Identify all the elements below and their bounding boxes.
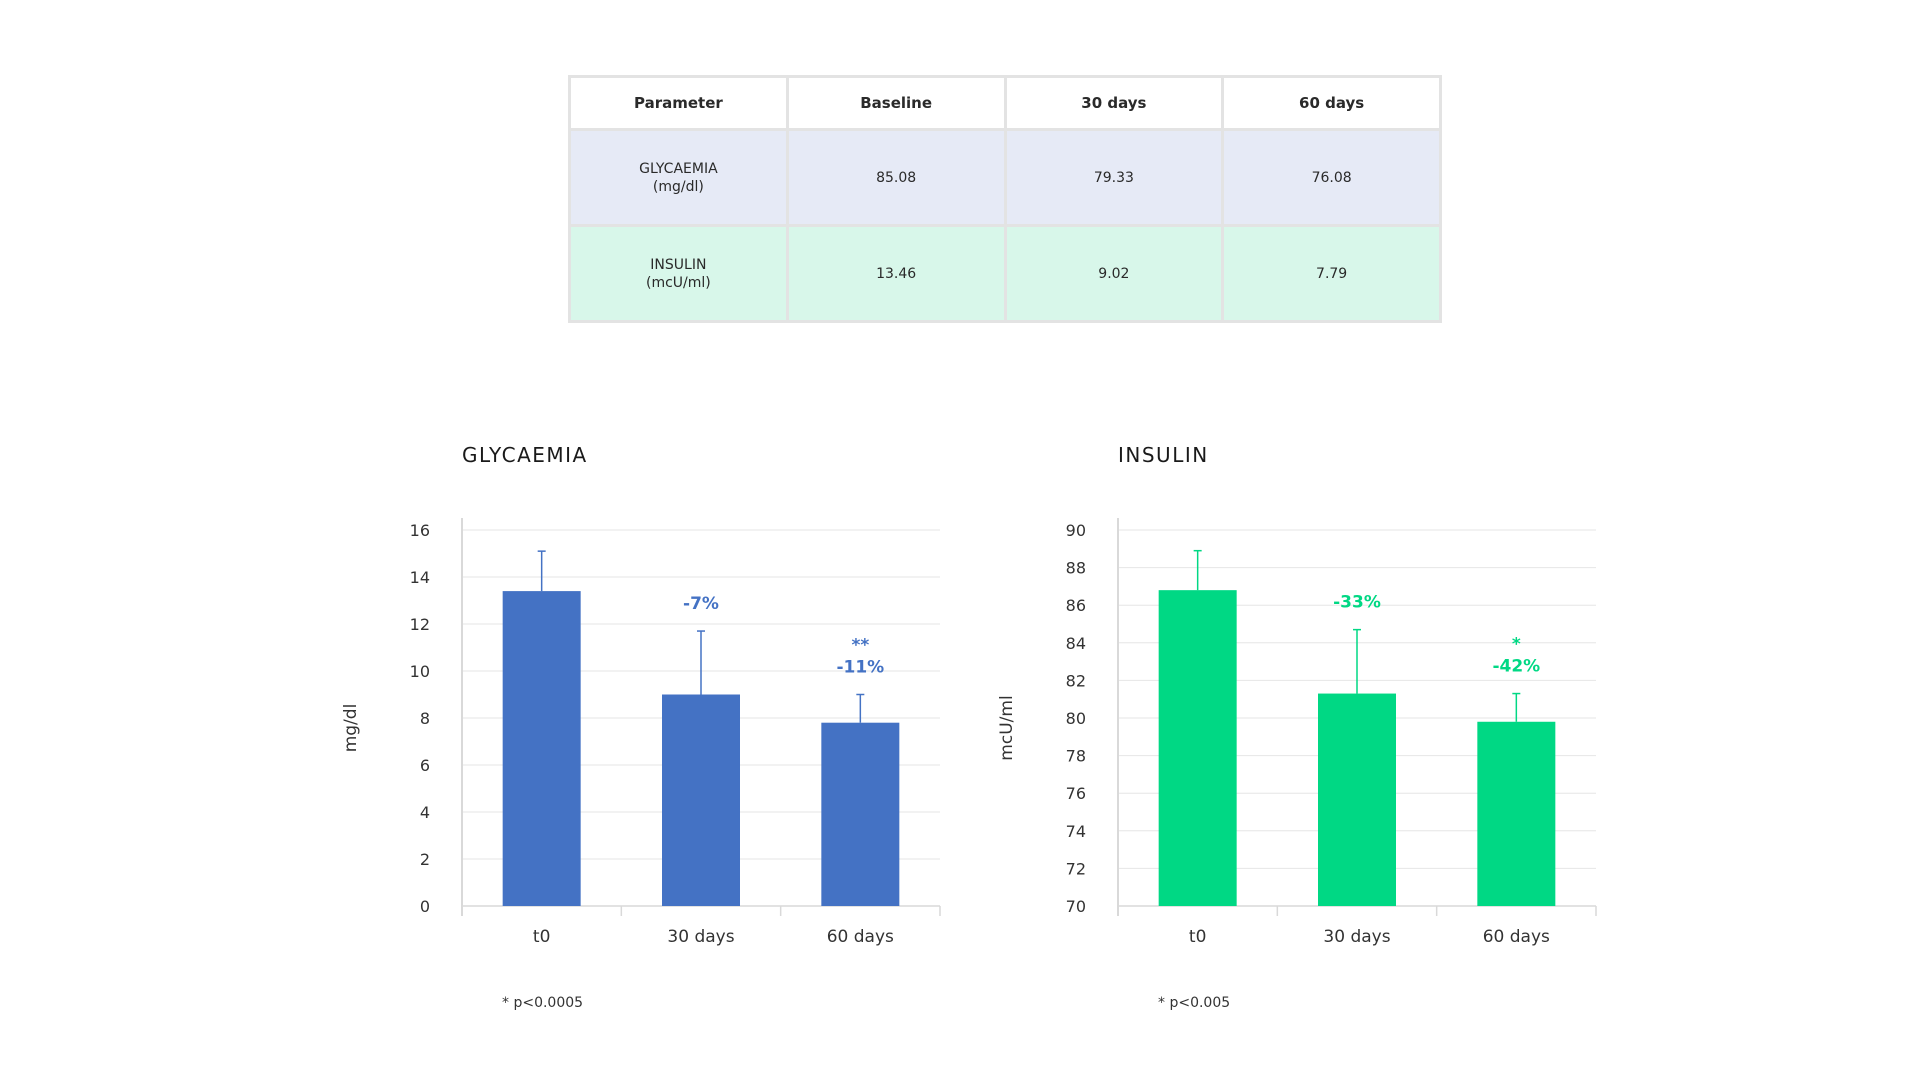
- chart-0-bar-1: [662, 694, 740, 906]
- param-cell: GLYCAEMIA (mg/dl): [568, 128, 789, 227]
- chart-0-bar-0: [502, 591, 581, 906]
- footnote-glycaemia: * p<0.0005: [502, 995, 584, 1011]
- chart-0-x-tick-label-2: 60 days: [827, 927, 894, 947]
- value-cell: 13.46: [785, 224, 1007, 323]
- chart-title-glycaemia: GLYCAEMIA: [462, 443, 588, 467]
- value-cell: 76.08: [1221, 128, 1442, 227]
- chart-0-x-tick-label-1: 30 days: [667, 927, 734, 947]
- param-name: GLYCAEMIA: [639, 160, 718, 177]
- chart-0-y-axis-label: mg/dl: [341, 704, 361, 753]
- footnote-insulin: * p<0.005: [1158, 995, 1231, 1011]
- y-tick-label: 14: [410, 568, 430, 587]
- chart-0-annotation-1-0: -7%: [683, 594, 719, 614]
- y-tick-label: 16: [410, 521, 430, 540]
- y-tick-label: 10: [410, 662, 430, 681]
- header-60-days: 60 days: [1221, 75, 1442, 131]
- y-tick-label: 0: [420, 897, 430, 916]
- table-row-insulin: INSULIN (mcU/ml) 13.46 9.02 7.79: [568, 224, 1442, 323]
- header-30-days: 30 days: [1003, 75, 1225, 131]
- y-tick-label: 2: [420, 850, 430, 869]
- y-tick-label: 8: [420, 709, 430, 728]
- chart-0-annotation-2-0: **: [851, 636, 869, 656]
- param-unit: (mcU/ml): [646, 274, 711, 291]
- param-cell: INSULIN (mcU/ml): [568, 224, 789, 323]
- header-baseline: Baseline: [785, 75, 1007, 131]
- chart-title-insulin: INSULIN: [1118, 443, 1209, 467]
- value-cell: 85.08: [785, 128, 1007, 227]
- header-parameter: Parameter: [568, 75, 789, 131]
- param-unit: (mg/dl): [652, 178, 704, 195]
- table-header-row: Parameter Baseline 30 days 60 days: [568, 75, 1442, 131]
- chart-0-x-tick-label-0: t0: [533, 927, 550, 947]
- y-tick-label: 6: [420, 756, 430, 775]
- chart-0-annotation-2-1: -11%: [836, 658, 884, 678]
- value-cell: 7.79: [1221, 224, 1442, 323]
- chart-0-bar-2: [821, 722, 900, 906]
- results-table: Parameter Baseline 30 days 60 days GLYCA…: [568, 75, 1442, 323]
- value-cell: 79.33: [1003, 128, 1225, 227]
- value-cell: 9.02: [1003, 224, 1225, 323]
- param-name: INSULIN: [650, 256, 707, 273]
- y-tick-label: 4: [420, 803, 430, 822]
- y-tick-label: 12: [410, 615, 430, 634]
- table-row-glycaemia: GLYCAEMIA (mg/dl) 85.08 79.33 76.08: [568, 128, 1442, 227]
